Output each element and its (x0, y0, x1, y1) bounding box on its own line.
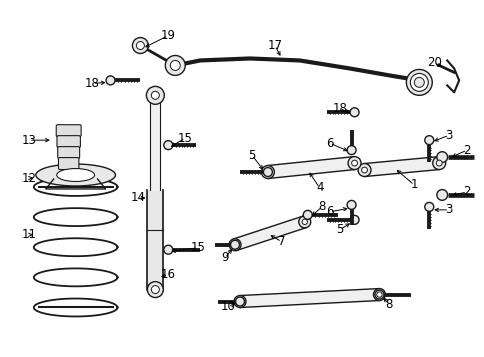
Circle shape (151, 286, 159, 293)
Circle shape (237, 299, 242, 304)
Ellipse shape (36, 164, 115, 186)
Circle shape (302, 210, 312, 219)
Circle shape (374, 290, 383, 299)
Polygon shape (239, 288, 379, 307)
Text: 15: 15 (190, 241, 205, 254)
Circle shape (263, 167, 272, 176)
Text: 11: 11 (21, 228, 36, 241)
Circle shape (147, 282, 163, 297)
Circle shape (234, 296, 245, 307)
Circle shape (349, 215, 358, 224)
Circle shape (376, 292, 381, 297)
Circle shape (164, 141, 172, 150)
Text: 1: 1 (410, 178, 417, 191)
Circle shape (261, 166, 274, 178)
Text: 19: 19 (161, 29, 175, 42)
Text: 2: 2 (462, 185, 470, 198)
Circle shape (436, 152, 447, 162)
Circle shape (347, 146, 355, 155)
FancyBboxPatch shape (59, 157, 79, 170)
Circle shape (235, 297, 244, 306)
Text: 12: 12 (21, 171, 36, 185)
Text: 13: 13 (21, 134, 36, 147)
Circle shape (106, 76, 115, 85)
Circle shape (373, 288, 385, 301)
Circle shape (170, 60, 180, 70)
FancyBboxPatch shape (57, 136, 80, 148)
Circle shape (424, 136, 433, 145)
Text: 6: 6 (325, 205, 333, 218)
Circle shape (146, 86, 164, 104)
Circle shape (413, 77, 424, 87)
Circle shape (424, 202, 433, 211)
FancyBboxPatch shape (58, 147, 79, 159)
Text: 5: 5 (335, 223, 343, 236)
Circle shape (351, 160, 357, 166)
Text: 9: 9 (221, 251, 228, 264)
Circle shape (357, 164, 370, 176)
Polygon shape (150, 102, 160, 190)
Circle shape (298, 216, 310, 228)
Circle shape (264, 169, 270, 175)
Circle shape (348, 157, 360, 170)
Circle shape (349, 108, 358, 117)
Circle shape (232, 242, 237, 247)
Circle shape (436, 190, 447, 200)
Text: 6: 6 (325, 137, 333, 150)
Text: 4: 4 (315, 181, 323, 195)
Text: 3: 3 (445, 203, 452, 216)
Circle shape (228, 239, 241, 251)
Polygon shape (363, 157, 439, 176)
Text: 18: 18 (85, 77, 100, 90)
Circle shape (230, 240, 239, 249)
Circle shape (432, 157, 445, 170)
Text: 5: 5 (248, 149, 255, 162)
Polygon shape (233, 216, 306, 250)
Text: 18: 18 (332, 102, 347, 115)
Circle shape (165, 55, 185, 75)
Text: 10: 10 (220, 300, 235, 313)
Circle shape (436, 160, 441, 166)
Text: 20: 20 (426, 56, 441, 69)
Polygon shape (267, 157, 354, 178)
Polygon shape (147, 190, 163, 290)
Text: 2: 2 (462, 144, 470, 157)
Text: 15: 15 (178, 132, 192, 145)
Text: 17: 17 (267, 39, 282, 52)
Circle shape (136, 41, 144, 50)
Text: 7: 7 (277, 235, 285, 248)
Text: 8: 8 (318, 200, 325, 213)
Circle shape (406, 69, 431, 95)
Text: 8: 8 (385, 298, 393, 311)
Ellipse shape (57, 169, 94, 181)
Text: 16: 16 (161, 268, 175, 281)
FancyBboxPatch shape (56, 125, 81, 137)
Circle shape (347, 200, 355, 209)
Circle shape (302, 219, 307, 225)
Circle shape (361, 167, 367, 173)
Circle shape (151, 91, 159, 99)
Text: 3: 3 (445, 129, 452, 142)
Circle shape (132, 37, 148, 54)
Circle shape (409, 74, 427, 91)
Text: 14: 14 (131, 191, 146, 205)
Circle shape (164, 245, 172, 254)
